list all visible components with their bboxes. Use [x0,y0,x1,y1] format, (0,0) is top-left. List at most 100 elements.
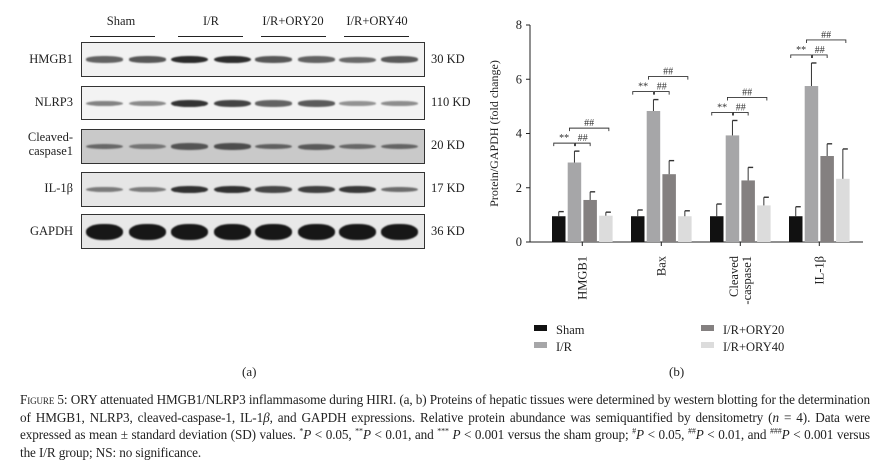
significance-bracket [711,112,733,116]
significance-bracket [790,54,812,58]
caption-segment: P [695,427,704,442]
bar [631,216,645,242]
protein-band [255,143,292,150]
protein-band [298,56,335,63]
significance-bracket [553,142,575,147]
protein-band [129,186,166,193]
protein-band [298,186,335,193]
legend-label: Sham [556,323,585,337]
size-label-nlrp3: 110 KD [431,95,471,109]
significance-bracket [812,54,828,58]
blot-label-line: Cleaved- [27,130,73,144]
caption-segment: *** [437,426,449,436]
bar [836,178,850,242]
blot-label-line: caspase1 [28,144,73,158]
y-tick-label: 0 [516,235,522,249]
bar [662,174,676,242]
caption-segment: β [263,409,270,425]
protein-band [129,100,166,107]
bar [820,156,834,242]
protein-band [381,186,418,193]
bar-chart: 0 2 4 6 8 Protein/GAPDH (fold change) HMGB1 ** #… [487,18,863,354]
protein-band [214,100,251,107]
protein-band [171,143,208,150]
group-line [261,36,326,37]
caption-segment: P [362,427,371,442]
caption-segment: P [636,427,644,442]
protein-band [339,185,376,194]
protein-band [255,56,292,63]
protein-band [214,55,251,64]
caption-segment: < 0.05, [644,427,688,442]
significance-label: ## [815,45,825,56]
x-tick-label: IL-1β [812,256,826,285]
protein-band [129,56,166,63]
caption-segment: < 0.001 versus the I/R group; NS: no sig… [20,427,870,460]
caption-segment: < 0.01, and [370,427,438,442]
bar [567,162,582,242]
bar [789,216,803,242]
y-tick-label: 2 [516,181,522,195]
blot-il1b [81,172,425,207]
blot-label-nlrp3: NLRP3 [34,95,73,109]
legend-swatch [534,342,547,348]
blot-label-il1b: IL-1β [44,181,73,195]
group-line [90,36,155,37]
protein-band [86,143,123,150]
protein-band [381,223,418,240]
bar [804,86,819,242]
significance-label: ## [578,133,588,144]
significance-bracket [654,91,670,95]
blot-nlrp3 [81,86,425,120]
significance-bracket [727,97,768,101]
group-line [344,36,409,37]
significance-bracket [632,91,654,95]
blot-label-cleaved-caspase1: Cleaved- caspase1 [28,130,73,158]
caption-segment: < 0.05, [311,427,356,442]
protein-band [129,223,166,240]
caption-segment: Figure 5: [20,392,68,407]
significance-label: ## [821,30,831,41]
caption-segment: ### [769,426,782,436]
protein-band [214,143,251,150]
significance-label: ## [663,67,673,78]
bar [552,216,566,242]
protein-band [298,223,335,240]
significance-bracket [575,142,591,147]
protein-band [255,223,292,240]
bar [741,180,755,242]
legend-label: I/R+ORY40 [723,340,784,354]
group-label-ory20: I/R+ORY20 [262,14,324,28]
protein-band [171,185,208,194]
significance-label: ## [742,87,752,98]
protein-band [86,56,123,63]
protein-band [381,100,418,107]
protein-band [171,223,208,240]
size-label-il1b: 17 KD [431,181,465,195]
bar [678,216,692,242]
group-label-ory40: I/R+ORY40 [346,14,408,28]
significance-label: ## [657,82,667,93]
bar [757,205,771,242]
protein-band [214,185,251,194]
x-tick-label: Bax [654,255,668,276]
legend-swatch [701,342,714,348]
legend-swatch [701,325,714,331]
caption-segment: , and GAPDH expressions. Relative protei… [269,409,773,425]
blot-label-hmgb1: HMGB1 [29,52,73,66]
caption-segment: P [448,427,461,442]
bar [710,216,724,242]
protein-band [339,143,376,150]
caption-segment: ORY attenuated HMGB1/NLRP3 inflammasome … [20,392,870,425]
blot-label-gapdh: GAPDH [29,224,73,238]
protein-band [298,143,335,150]
protein-band [86,186,123,193]
protein-band [339,56,376,63]
size-label-cleaved-caspase1: 20 KD [431,138,465,152]
group-label-ir: I/R [203,14,219,28]
legend-swatch [534,325,547,331]
significance-label: ## [736,102,746,113]
protein-band [214,223,251,240]
significance-bracket [648,76,689,80]
caption-segment: ## [687,426,696,436]
